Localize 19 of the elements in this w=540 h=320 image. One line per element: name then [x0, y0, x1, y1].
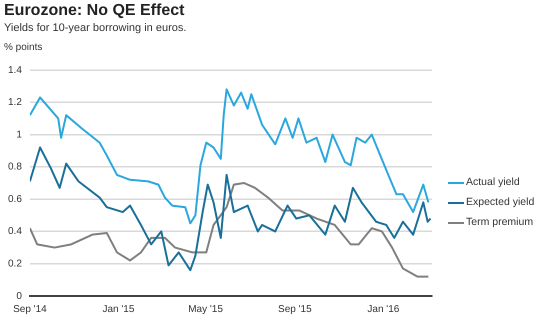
legend-label: Actual yield [466, 176, 521, 188]
y-tick-label: 1 [16, 129, 22, 140]
y-tick-label: 1.2 [8, 97, 22, 108]
y-tick-label: 0.6 [8, 194, 22, 205]
y-tick-label: 0.8 [8, 162, 22, 173]
y-tick-label: 0.2 [8, 258, 22, 270]
x-tick-label: Jan '16 [367, 304, 400, 315]
y-axis-title: % points [4, 42, 42, 53]
x-tick-label: Sep '15 [278, 304, 312, 315]
y-tick-label: 0.4 [8, 226, 22, 238]
x-tick-label: Sep '14 [13, 304, 48, 315]
chart-title: Eurozone: No QE Effect [4, 2, 184, 20]
legend-label: Term premium [466, 216, 534, 228]
x-tick-label: Jan '15 [102, 304, 135, 315]
legend-label: Expected yield [466, 196, 536, 208]
x-tick-label: May '15 [188, 304, 224, 315]
y-tick-label: 1.4 [8, 64, 22, 76]
chart-subtitle: Yields for 10-year borrowing in euros. [4, 22, 186, 34]
y-tick-label: 0 [16, 290, 22, 302]
